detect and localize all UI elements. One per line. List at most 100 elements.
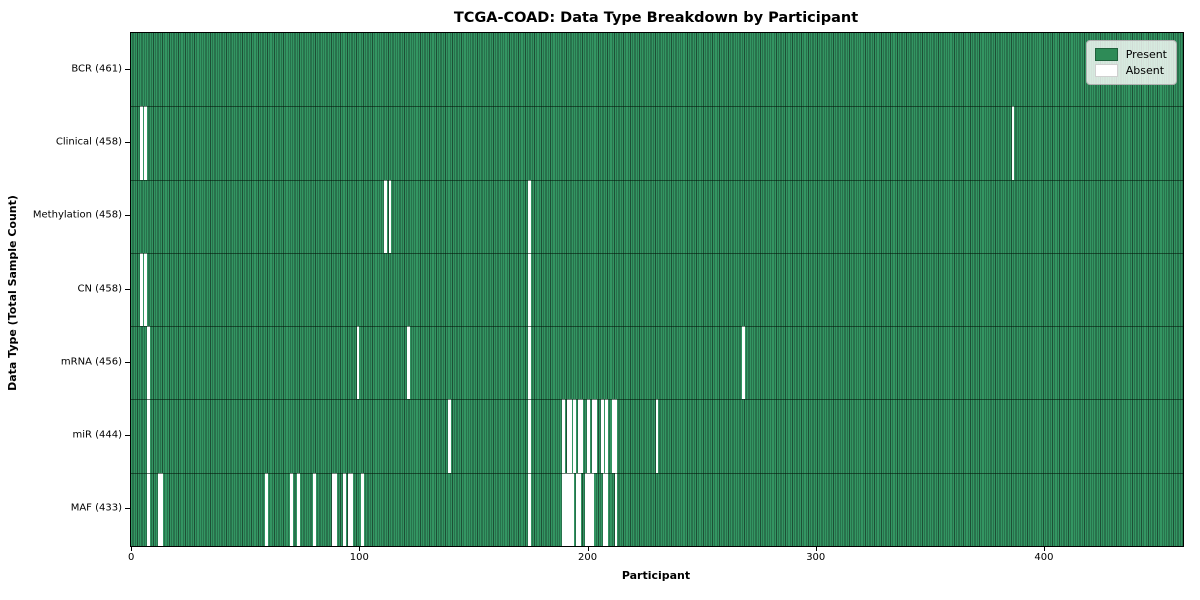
y-tick-mark: [125, 508, 130, 510]
absent-cell-MAF-101: [361, 472, 364, 546]
absent-cell-MAF-201: [589, 472, 593, 546]
absent-cell-MAF-73: [297, 472, 301, 546]
absent-cell-MAF-174: [527, 472, 531, 546]
absent-cell-MAF-200: [587, 472, 590, 546]
x-tick-label-100: 100: [349, 552, 369, 563]
y-tick-mark: [125, 141, 130, 143]
row-separator: [131, 106, 1183, 108]
absent-cell-MAF-191: [566, 472, 570, 546]
absent-cell-miR-191: [566, 399, 570, 473]
absent-cell-CN-6: [144, 252, 148, 327]
absent-cell-MAF-189: [562, 472, 565, 546]
x-tick-label-0: 0: [127, 552, 135, 563]
absent-cell-Clinical-4: [139, 106, 143, 180]
absent-cell-MAF-93: [342, 472, 346, 546]
absent-cell-MAF-88: [331, 472, 335, 546]
heatmap-row-Clinical: [131, 106, 1183, 180]
absent-cell-miR-212: [614, 399, 618, 473]
y-tick-mark: [125, 361, 130, 363]
absent-cell-miR-192: [568, 399, 572, 473]
heatmap-row-BCR: [131, 33, 1183, 107]
row-separator: [131, 399, 1183, 401]
y-tick-label-Methylation: Methylation (458): [32, 209, 122, 221]
absent-cell-miR-200: [587, 399, 590, 473]
legend-label-absent: Absent: [1125, 63, 1165, 77]
x-tick-mark: [131, 546, 133, 551]
absent-cell-miR-211: [612, 399, 616, 473]
heatmap-row-CN: [131, 252, 1183, 327]
absent-cell-MAF-80: [313, 472, 317, 546]
absent-cell-MAF-199: [584, 472, 588, 546]
legend-swatch-absent: [1094, 63, 1118, 77]
absent-cell-Clinical-6: [144, 106, 148, 180]
absent-cell-miR-197: [580, 399, 584, 473]
absent-cell-mRNA-7: [146, 326, 150, 400]
x-tick-mark: [815, 546, 817, 551]
absent-cell-mRNA-99: [356, 326, 360, 400]
absent-cell-MAF-193: [571, 472, 574, 546]
x-tick-label-400: 400: [1034, 552, 1054, 563]
y-tick-label-BCR: BCR (461): [71, 63, 122, 75]
absent-cell-MAF-12: [158, 472, 161, 546]
legend-item-present: Present: [1094, 46, 1167, 62]
x-tick-mark: [587, 546, 589, 551]
legend-label-present: Present: [1125, 47, 1167, 61]
absent-cell-miR-202: [591, 399, 595, 473]
absent-cell-MAF-7: [146, 472, 150, 546]
heatmap-row-mRNA: [131, 326, 1183, 400]
y-tick-label-mRNA: mRNA (456): [60, 356, 122, 368]
legend: Present Absent: [1085, 40, 1177, 85]
legend-swatch-present: [1094, 47, 1118, 61]
absent-cell-miR-208: [605, 399, 609, 473]
y-tick-mark: [125, 68, 130, 70]
heatmap-row-miR: [131, 399, 1183, 473]
absent-cell-Methylation-113: [388, 179, 392, 253]
y-axis-label-text: Data Type (Total Sample Count): [6, 195, 19, 391]
absent-cell-CN-174: [527, 252, 531, 327]
chart-title: TCGA-COAD: Data Type Breakdown by Partic…: [453, 10, 859, 26]
absent-cell-miR-194: [573, 399, 577, 473]
absent-cell-MAF-192: [568, 472, 572, 546]
heatmap-row-MAF: [131, 472, 1183, 546]
absent-cell-miR-203: [593, 399, 597, 473]
row-separator: [131, 252, 1183, 254]
absent-cell-CN-4: [139, 252, 143, 327]
absent-cell-MAF-212: [614, 472, 618, 546]
absent-cell-miR-7: [146, 399, 150, 473]
y-tick-label-MAF: MAF (433): [70, 502, 122, 514]
row-separator: [131, 472, 1183, 474]
absent-cell-MAF-207: [603, 472, 606, 546]
absent-cell-MAF-89: [333, 472, 337, 546]
x-tick-mark: [1043, 546, 1045, 551]
y-tick-mark: [125, 288, 130, 290]
x-axis-label: Participant: [621, 569, 691, 582]
y-tick-mark: [125, 435, 130, 437]
heatmap-row-Methylation: [131, 179, 1183, 253]
y-tick-label-Clinical: Clinical (458): [55, 136, 122, 148]
absent-cell-mRNA-174: [527, 326, 531, 400]
y-tick-label-CN: CN (458): [77, 283, 122, 294]
absent-cell-mRNA-121: [406, 326, 410, 400]
absent-cell-Clinical-386: [1011, 106, 1015, 180]
y-tick-mark: [125, 215, 130, 217]
absent-cell-MAF-96: [349, 472, 353, 546]
x-tick-label-200: 200: [577, 552, 598, 563]
plot-area: Present Absent: [130, 32, 1184, 547]
absent-cell-MAF-59: [265, 472, 269, 546]
absent-cell-mRNA-268: [742, 326, 746, 400]
absent-cell-Methylation-111: [384, 179, 387, 253]
y-tick-label-miR: miR (444): [72, 429, 122, 441]
absent-cell-MAF-190: [564, 472, 568, 546]
absent-cell-miR-196: [578, 399, 581, 473]
row-separator: [131, 179, 1183, 181]
absent-cell-Methylation-174: [527, 179, 531, 253]
absent-cell-MAF-13: [160, 472, 164, 546]
absent-cell-MAF-195: [575, 472, 579, 546]
absent-cell-MAF-196: [578, 472, 581, 546]
legend-item-absent: Absent: [1094, 62, 1167, 78]
absent-cell-MAF-95: [347, 472, 351, 546]
absent-cell-MAF-208: [605, 472, 609, 546]
row-separator: [131, 326, 1183, 328]
absent-cell-MAF-202: [591, 472, 595, 546]
